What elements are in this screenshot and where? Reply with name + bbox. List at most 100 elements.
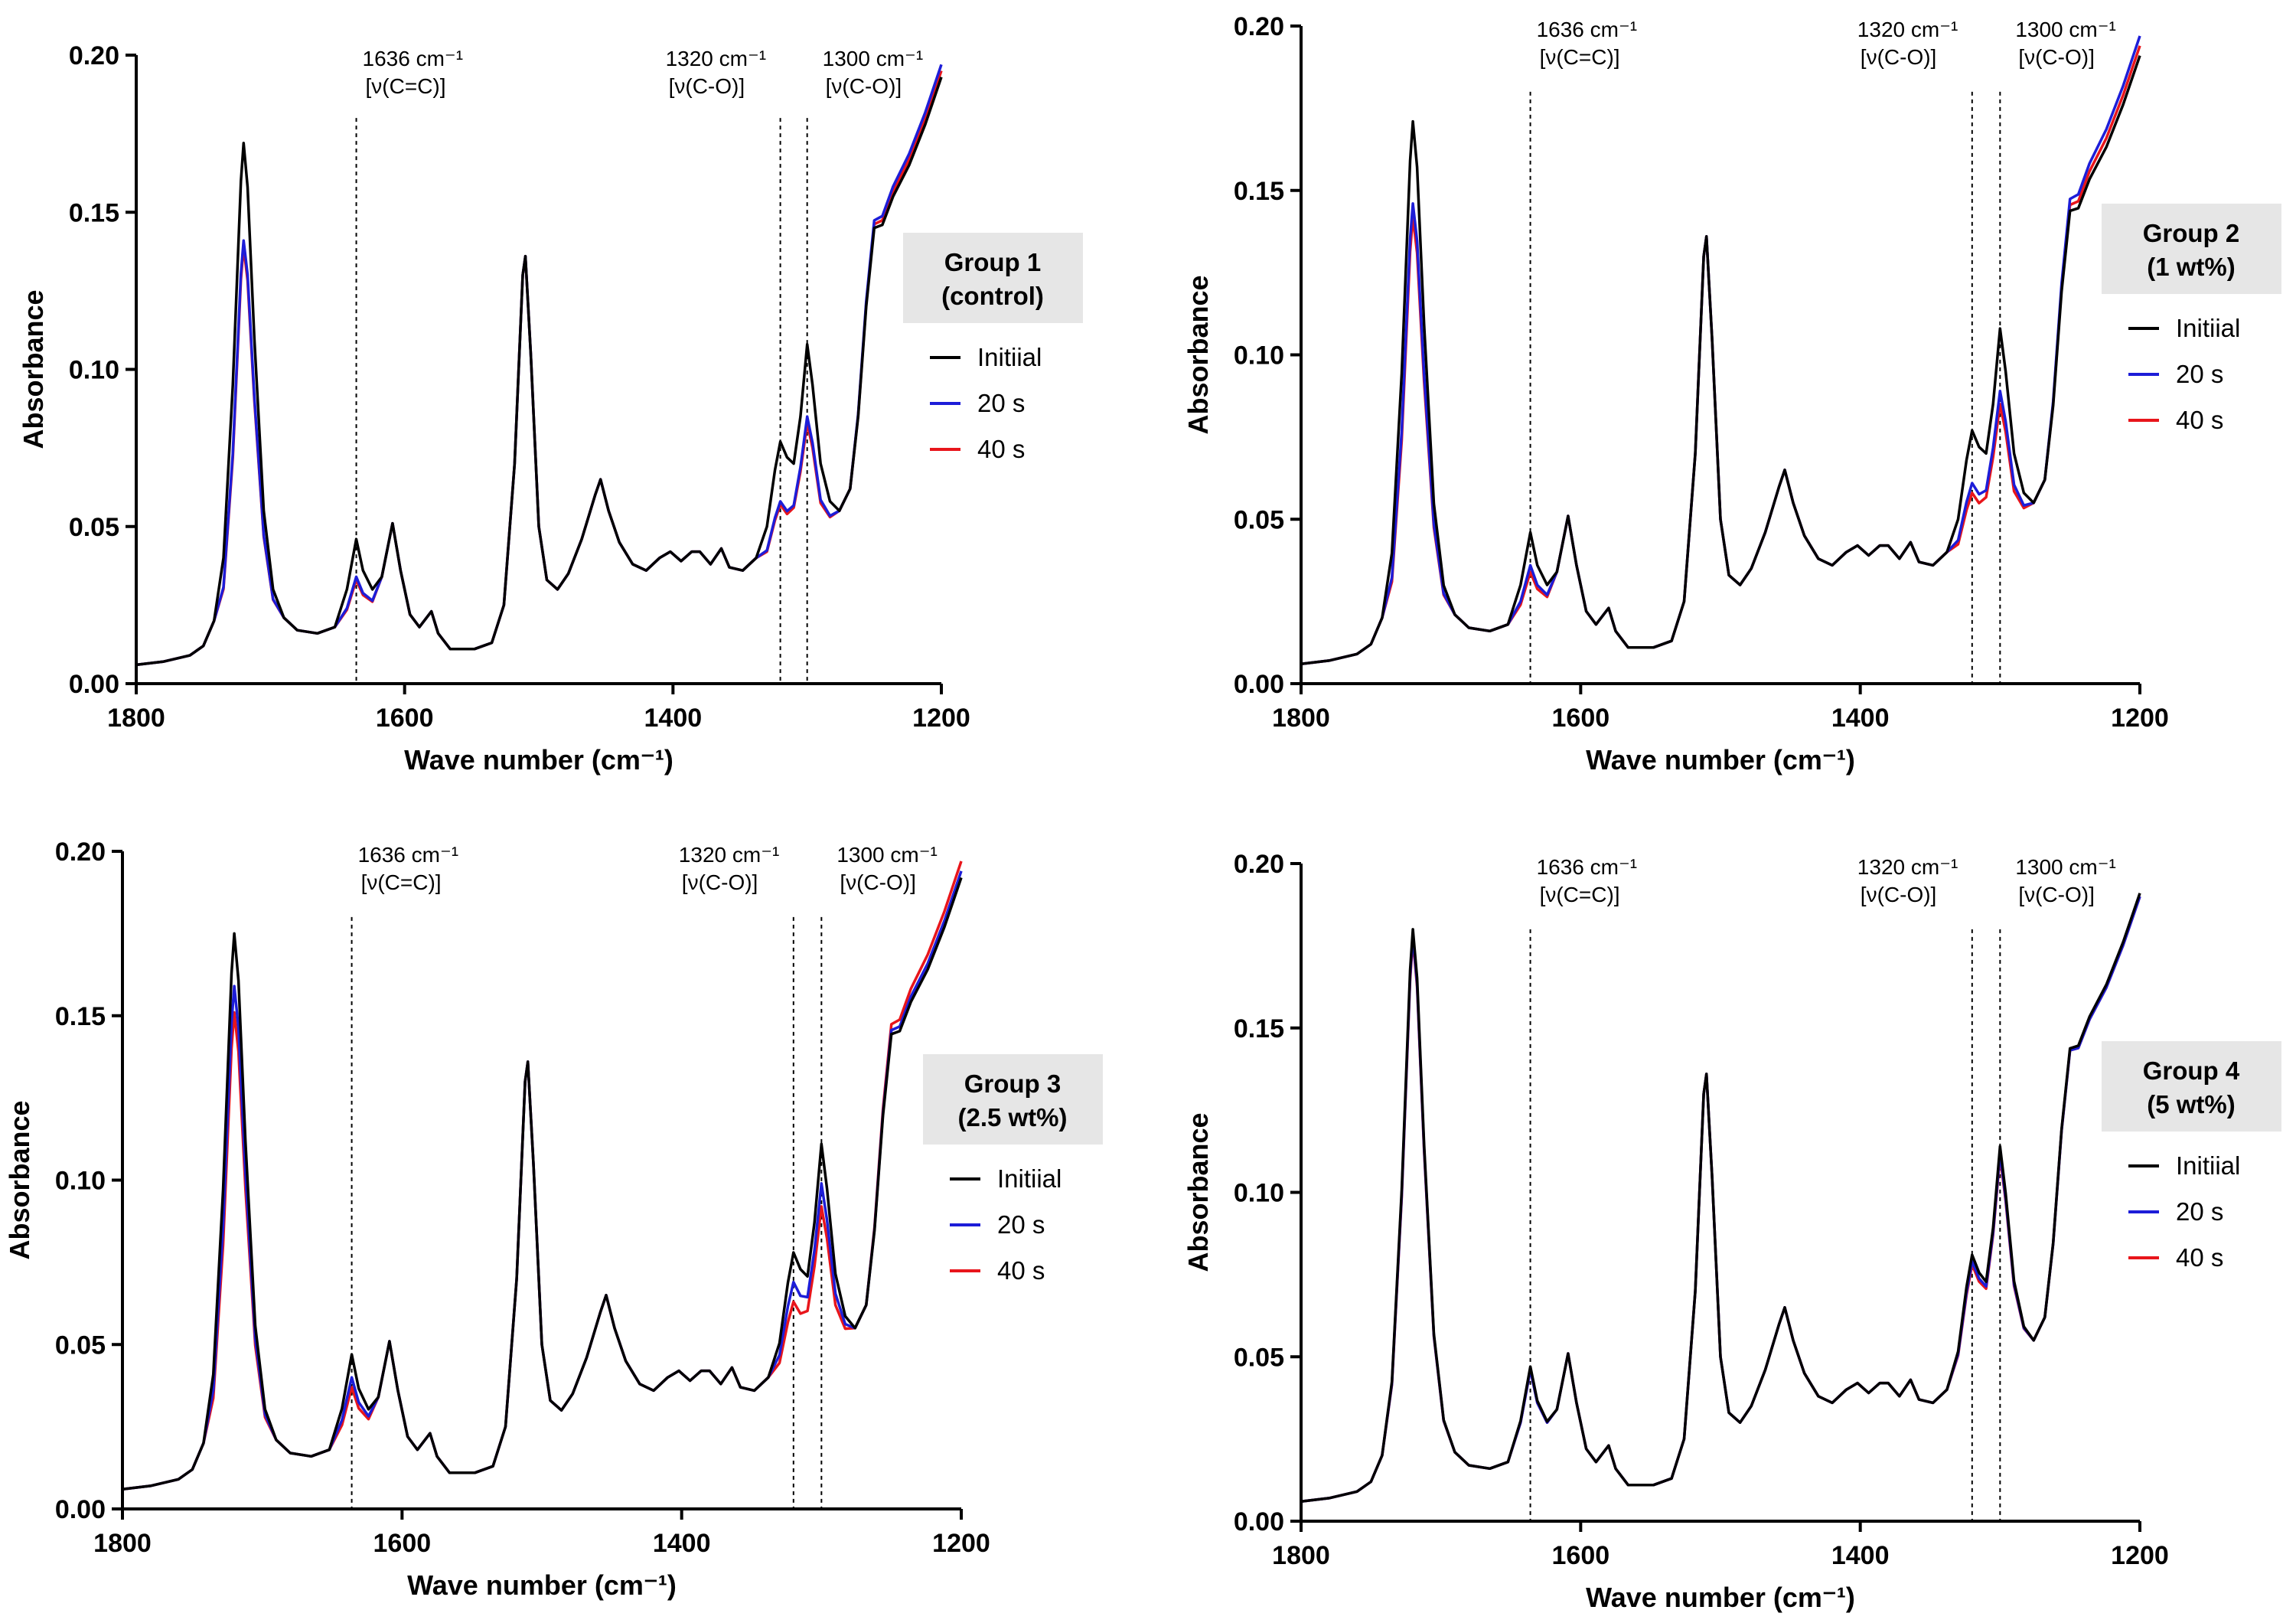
x-tick-label: 1400 [1831, 1541, 1890, 1570]
y-tick-label: 0.05 [55, 1331, 106, 1360]
y-tick-label: 0.20 [1234, 850, 1284, 879]
group-label-box [2102, 1041, 2281, 1132]
group-label-line2: (control) [941, 282, 1044, 310]
annotation-label-bottom: [ν(C=C)] [1540, 45, 1620, 69]
x-tick-label: 1800 [1272, 1541, 1330, 1570]
legend-label: 20 s [2176, 1197, 2223, 1226]
y-tick-label: 0.10 [1234, 1179, 1284, 1208]
annotation-label-bottom: [ν(C-O)] [669, 74, 745, 98]
group-label-line2: (5 wt%) [2147, 1090, 2236, 1118]
annotation-label-bottom: [ν(C=C)] [361, 870, 442, 894]
y-tick-label: 0.00 [69, 670, 119, 699]
group-label-line1: Group 1 [944, 248, 1042, 276]
annotation-label-top: 1636 cm⁻¹ [1537, 18, 1637, 41]
legend-label: Initiial [997, 1164, 1062, 1193]
legend-label: Initiial [2176, 1151, 2240, 1180]
y-tick-label: 0.15 [1234, 177, 1284, 206]
group-label-box [923, 1054, 1103, 1145]
series-initiial [1300, 55, 2141, 665]
annotation-label-top: 1636 cm⁻¹ [1537, 855, 1637, 879]
series-initiial [1300, 893, 2141, 1503]
x-tick-label: 1400 [644, 704, 703, 733]
x-tick-label: 1400 [1831, 704, 1890, 733]
chart-panel-1: 0.00 0.05 0.10 0.15 0.20 1800 1600 1400 1200 Wave… [18, 41, 1083, 776]
y-tick-label: 0.00 [1234, 1507, 1284, 1536]
x-tick-label: 1200 [2111, 1541, 2169, 1570]
x-tick-label: 1200 [932, 1529, 990, 1558]
y-tick-label: 0.10 [1234, 341, 1284, 371]
annotation-label-bottom: [ν(C-O)] [826, 74, 902, 98]
x-tick-label: 1600 [1552, 1541, 1610, 1570]
y-tick-label: 0.20 [55, 838, 106, 867]
annotation-label-top: 1636 cm⁻¹ [358, 843, 459, 867]
series-initiial [122, 877, 963, 1491]
annotation-label-bottom: [ν(C-O)] [682, 870, 758, 894]
series-initiial [135, 77, 943, 667]
x-tick-label: 1800 [93, 1529, 152, 1558]
group-label-line2: (1 wt%) [2147, 253, 2236, 281]
y-tick-label: 0.10 [69, 356, 119, 385]
legend-label: 40 s [977, 435, 1025, 463]
x-tick-label: 1800 [107, 704, 165, 733]
y-tick-label: 0.05 [1234, 1343, 1284, 1372]
group-label-line1: Group 2 [2143, 219, 2240, 247]
y-tick-label: 0.05 [1234, 505, 1284, 534]
group-label-line1: Group 4 [2143, 1056, 2240, 1085]
annotation-label-top: 1300 cm⁻¹ [2015, 855, 2116, 879]
y-tick-label: 0.15 [55, 1002, 106, 1031]
annotation-label-bottom: [ν(C=C)] [366, 74, 446, 98]
legend-label: 40 s [2176, 406, 2223, 434]
y-tick-label: 0.15 [69, 198, 119, 227]
x-tick-label: 1600 [376, 704, 434, 733]
legend-label: 40 s [997, 1256, 1045, 1285]
annotation-label-top: 1300 cm⁻¹ [2015, 18, 2116, 41]
annotation-label-bottom: [ν(C-O)] [840, 870, 916, 894]
y-axis-title: Absorbance [18, 289, 49, 449]
x-axis-title: Wave number (cm⁻¹) [407, 1569, 677, 1601]
legend-label: Initiial [977, 343, 1042, 371]
annotation-label-top: 1320 cm⁻¹ [1857, 18, 1958, 41]
x-tick-label: 1800 [1272, 704, 1330, 733]
x-axis-title: Wave number (cm⁻¹) [1586, 1582, 1855, 1613]
annotation-label-bottom: [ν(C-O)] [2018, 45, 2095, 69]
y-axis-title: Absorbance [1182, 275, 1214, 434]
annotation-label-bottom: [ν(C-O)] [1861, 45, 1937, 69]
legend-label: Initiial [2176, 314, 2240, 342]
legend-label: 20 s [997, 1210, 1045, 1239]
annotation-label-bottom: [ν(C-O)] [2018, 883, 2095, 906]
x-axis-title: Wave number (cm⁻¹) [1586, 744, 1855, 776]
chart-panel-3: 0.00 0.05 0.10 0.15 0.20 1800 1600 1400 1200 Wave… [4, 838, 1103, 1601]
y-axis-title: Absorbance [1182, 1112, 1214, 1272]
y-axis-title: Absorbance [4, 1100, 35, 1259]
legend-label: 40 s [2176, 1243, 2223, 1272]
group-label-box [2102, 204, 2281, 294]
y-tick-label: 0.05 [69, 513, 119, 542]
x-tick-label: 1600 [373, 1529, 432, 1558]
y-tick-label: 0.15 [1234, 1014, 1284, 1043]
group-label-line1: Group 3 [964, 1069, 1062, 1098]
annotation-label-bottom: [ν(C-O)] [1861, 883, 1937, 906]
y-tick-label: 0.00 [55, 1495, 106, 1524]
group-label-line2: (2.5 wt%) [957, 1103, 1067, 1132]
legend-label: 20 s [977, 389, 1025, 417]
legend-label: 20 s [2176, 360, 2223, 388]
y-tick-label: 0.00 [1234, 670, 1284, 699]
x-tick-label: 1600 [1552, 704, 1610, 733]
group-label-box [903, 233, 1083, 323]
annotation-label-top: 1300 cm⁻¹ [823, 47, 924, 70]
annotation-label-top: 1320 cm⁻¹ [1857, 855, 1958, 879]
annotation-label-top: 1320 cm⁻¹ [666, 47, 767, 70]
annotation-label-top: 1320 cm⁻¹ [679, 843, 780, 867]
series-20-s [1300, 35, 2141, 665]
annotation-label-top: 1636 cm⁻¹ [363, 47, 463, 70]
x-axis-title: Wave number (cm⁻¹) [404, 744, 673, 776]
x-tick-label: 1200 [912, 704, 970, 733]
annotation-label-bottom: [ν(C=C)] [1540, 883, 1620, 906]
chart-panel-4: 0.00 0.05 0.10 0.15 0.20 1800 1600 1400 1200 Wave… [1182, 850, 2281, 1613]
x-tick-label: 1200 [2111, 704, 2169, 733]
y-tick-label: 0.10 [55, 1167, 106, 1196]
chart-panel-2: 0.00 0.05 0.10 0.15 0.20 1800 1600 1400 1200 Wave… [1182, 12, 2281, 776]
x-tick-label: 1400 [653, 1529, 711, 1558]
annotation-label-top: 1300 cm⁻¹ [837, 843, 938, 867]
